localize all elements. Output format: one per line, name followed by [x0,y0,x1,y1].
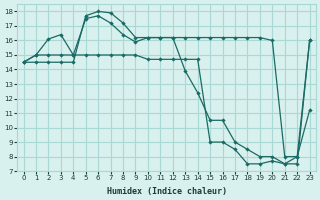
X-axis label: Humidex (Indice chaleur): Humidex (Indice chaleur) [107,187,227,196]
